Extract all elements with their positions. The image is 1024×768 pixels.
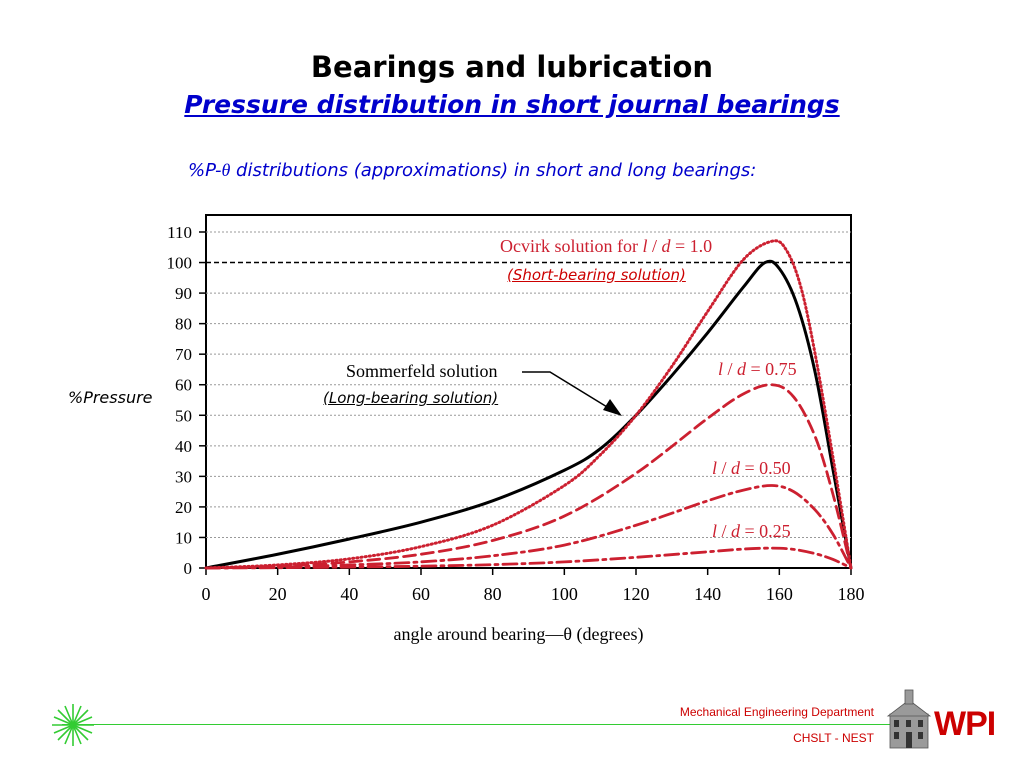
y-tick-label: 100 <box>167 254 193 273</box>
chart-caption: %P-θ distributions (approximations) in s… <box>188 160 756 181</box>
y-tick-label: 20 <box>175 498 192 517</box>
x-tick-label: 40 <box>340 584 358 604</box>
series-line-l-d-0-50 <box>204 484 853 570</box>
footer-divider <box>62 724 892 725</box>
series-line-ocvirk-solution-for-l-d-1-0 <box>204 239 853 570</box>
plot-frame <box>205 214 852 569</box>
series-line-l-d-0-75 <box>204 383 853 570</box>
annotation-ld-050: l / d = 0.50 <box>712 458 791 478</box>
x-tick-label: 0 <box>202 584 211 604</box>
annotation-ld-025: l / d = 0.25 <box>712 521 791 541</box>
y-tick-label: 70 <box>175 345 192 364</box>
x-tick-label: 160 <box>766 584 793 604</box>
caption-text: distributions (approximations) in short … <box>230 160 757 181</box>
long-bearing-note: (Long-bearing solution) <box>323 389 499 407</box>
annotation-ocvirk: Ocvirk solution for l / d = 1.0 <box>500 236 712 256</box>
y-axis-side-label: %Pressure <box>68 388 153 407</box>
x-tick-label: 180 <box>838 584 865 604</box>
slide-subtitle: Pressure distribution in short journal b… <box>184 90 840 119</box>
y-tick-label: 60 <box>175 376 192 395</box>
x-tick-label: 60 <box>412 584 430 604</box>
star-icon <box>52 704 94 746</box>
y-tick-label: 90 <box>175 284 192 303</box>
annotation-sommerfeld: Sommerfeld solution <box>346 361 498 381</box>
x-axis-label: angle around bearing—θ (degrees) <box>393 624 643 645</box>
short-bearing-note: (Short-bearing solution) <box>507 266 686 284</box>
x-tick-label: 80 <box>484 584 502 604</box>
pressure-chart: 0 10 20 30 40 50 60 70 80 90 100 110 0 20 40 60 80 100 120… <box>167 214 865 645</box>
series-line-sommerfeld-solution <box>204 259 853 570</box>
wpi-logo: WPI <box>934 705 996 743</box>
y-tick-label: 80 <box>175 315 192 334</box>
caption-theta: θ <box>221 160 231 180</box>
y-tick-label: 110 <box>167 223 192 242</box>
y-tick-label: 30 <box>175 467 192 486</box>
x-tick-label: 140 <box>694 584 721 604</box>
y-tick-label: 10 <box>175 528 192 547</box>
building-logo-icon <box>886 689 932 749</box>
caption-prefix: %P- <box>188 160 222 181</box>
y-tick-label: 40 <box>175 437 192 456</box>
annotation-ld-075: l / d = 0.75 <box>718 359 797 379</box>
sommerfeld-arrowhead <box>603 399 622 416</box>
x-tick-label: 120 <box>623 584 650 604</box>
sommerfeld-leader-line <box>522 371 613 411</box>
x-tick-label: 100 <box>551 584 578 604</box>
x-tick-label: 20 <box>269 584 287 604</box>
series-line-l-d-0-25 <box>204 546 853 570</box>
slide-title: Bearings and lubrication <box>310 50 714 84</box>
y-tick-label: 50 <box>175 406 192 425</box>
footer-department: Mechanical Engineering Department <box>679 705 874 719</box>
footer-lab: CHSLT - NEST <box>793 731 874 745</box>
y-tick-label: 0 <box>184 559 193 578</box>
